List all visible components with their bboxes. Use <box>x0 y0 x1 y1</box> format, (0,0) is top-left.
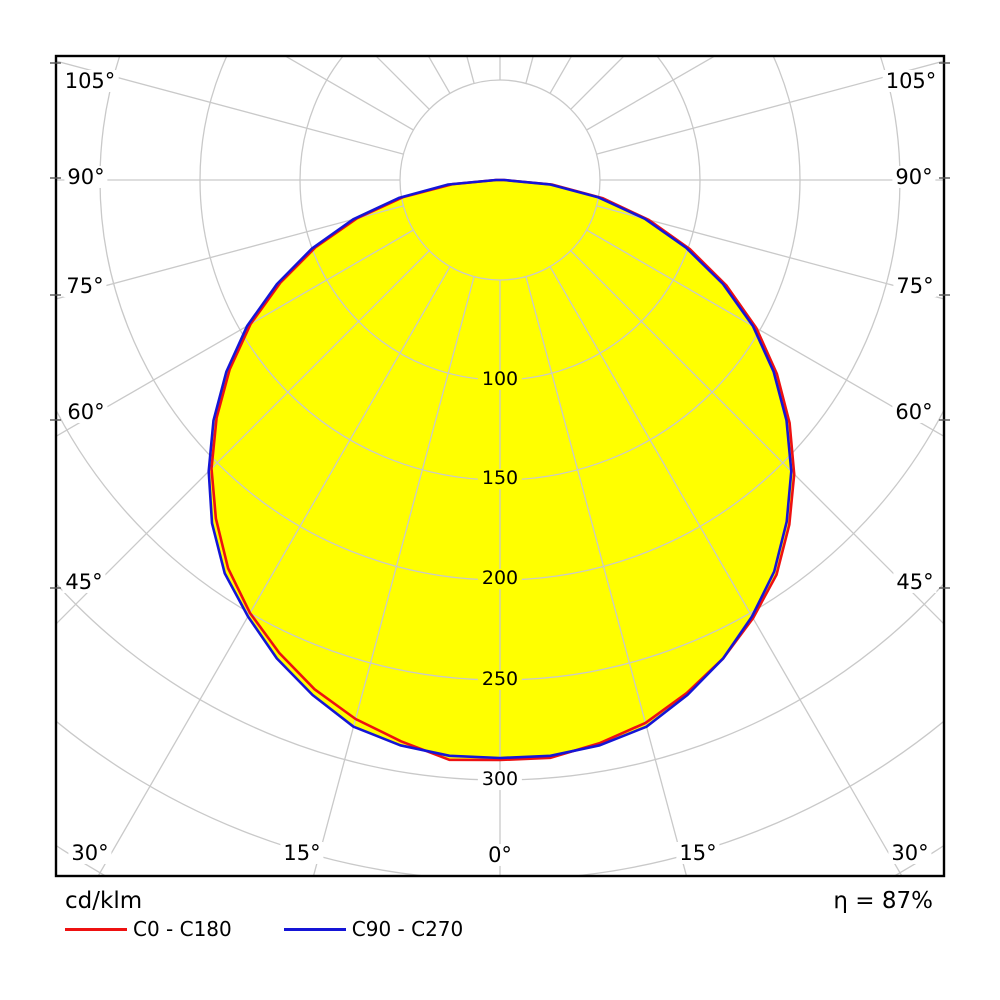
curve-c90-c270 <box>207 178 793 760</box>
frame-ticks <box>50 62 950 589</box>
angle-label-left-75: 75° <box>63 275 107 297</box>
angle-label-right-105: 105° <box>882 70 940 92</box>
legend-label-c0-c180: C0 - C180 <box>133 917 232 941</box>
angle-label-left-105: 105° <box>61 70 119 92</box>
efficiency-label: η = 87% <box>833 888 933 914</box>
radial-label-100: 100 <box>477 369 523 390</box>
angle-label-left-60: 60° <box>64 401 108 423</box>
angle-label-bottom-0: 0° <box>485 844 515 866</box>
radial-label-300: 300 <box>477 769 523 790</box>
chart-frame <box>54 54 946 878</box>
unit-label: cd/klm <box>65 888 143 914</box>
radial-label-250: 250 <box>477 669 523 690</box>
angle-label-right-75: 75° <box>893 275 937 297</box>
legend-line-c90-c270 <box>283 927 346 931</box>
angle-label-right-45: 45° <box>893 571 937 593</box>
legend-label-c90-c270: C90 - C270 <box>351 917 464 941</box>
angle-label-bottom-30R: 30° <box>888 842 932 864</box>
radial-label-150: 150 <box>477 468 523 489</box>
legend-line-c0-c180 <box>65 927 127 931</box>
angle-label-left-90: 90° <box>64 166 108 188</box>
angle-label-right-60: 60° <box>892 401 936 423</box>
angle-label-left-45: 45° <box>62 571 106 593</box>
radial-label-200: 200 <box>477 568 523 589</box>
angle-label-right-90: 90° <box>892 166 936 188</box>
angle-label-bottom-15R: 15° <box>676 842 720 864</box>
angle-label-bottom-15L: 15° <box>280 842 324 864</box>
legend: C0 - C180 C90 - C270 <box>65 916 515 942</box>
curve-c0-c180 <box>210 178 796 762</box>
angle-label-bottom-30L: 30° <box>68 842 112 864</box>
